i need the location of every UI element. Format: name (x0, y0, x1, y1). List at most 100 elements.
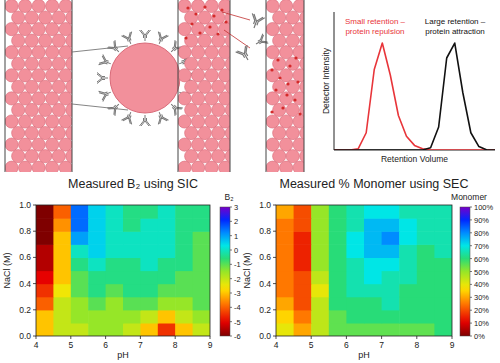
heat-cell (158, 205, 176, 219)
y-tick-label: 0.2 (19, 305, 31, 315)
heat-cell (294, 231, 312, 245)
colorbar-tick (470, 271, 472, 272)
heat-cell (364, 218, 382, 232)
bead (185, 150, 198, 163)
bead (5, 138, 18, 151)
colorbar-tick-label: -2 (234, 275, 241, 284)
heat-cell (106, 310, 124, 324)
bead (178, 92, 191, 105)
plot-area (36, 205, 210, 336)
colorbar-tick-label: 60% (474, 255, 489, 264)
bead (212, 57, 225, 70)
y-axis (334, 12, 335, 150)
y-tick-label: 0.6 (259, 252, 271, 262)
bead (225, 57, 230, 70)
heat-cell (294, 323, 312, 336)
bead (219, 0, 230, 13)
heat-cell (276, 257, 294, 271)
bead (280, 0, 293, 13)
bead (12, 103, 25, 116)
protein-dot (212, 14, 215, 17)
heat-cell (382, 271, 400, 285)
heat-cell (329, 205, 347, 219)
colorbar-tick (230, 207, 232, 208)
heat-cell (123, 218, 141, 232)
heat-cell (53, 244, 71, 258)
x-axis-label: pH (358, 350, 370, 360)
x-tick (276, 336, 277, 339)
heat-cell (346, 284, 364, 298)
antibody (122, 110, 136, 124)
heat-cell (53, 257, 71, 271)
bead (59, 0, 72, 13)
heat-cell (106, 284, 124, 298)
bead (293, 161, 304, 172)
antibody (99, 55, 113, 69)
x-tick (210, 336, 211, 339)
heat-cell (36, 244, 54, 258)
antibody-shape (248, 13, 265, 30)
bead (300, 80, 304, 93)
heat-cell (434, 323, 452, 336)
heat-cell (36, 257, 54, 271)
heat-cell (329, 297, 347, 311)
heat-cell (434, 244, 452, 258)
heat-cell (417, 205, 435, 219)
bead (212, 126, 225, 139)
heat-cell (158, 297, 176, 311)
bead (39, 150, 52, 163)
colorbar-tick-label: 90% (474, 216, 489, 225)
heat-cell (382, 284, 400, 298)
bead (293, 23, 304, 36)
bead (300, 57, 304, 70)
bead (212, 150, 225, 163)
heat-cell (294, 271, 312, 285)
heat-cell (193, 218, 210, 232)
bead (192, 92, 205, 105)
heat-cell (140, 271, 158, 285)
x-tick-label: 7 (379, 340, 384, 350)
annotation: protein repulsion (345, 27, 404, 36)
bead (59, 69, 72, 82)
heat-cell (158, 271, 176, 285)
bead (198, 34, 211, 47)
colorbar-tick (470, 219, 472, 220)
bead (5, 92, 18, 105)
bead (66, 126, 72, 139)
x-tick (140, 336, 141, 339)
antibody (99, 87, 113, 101)
bead (5, 161, 18, 172)
antibody (107, 100, 123, 116)
heat-cell (276, 244, 294, 258)
x-tick-label: 6 (103, 340, 108, 350)
bead (225, 34, 230, 47)
arrow (222, 12, 250, 20)
heat-cell (329, 257, 347, 271)
bead (219, 161, 230, 172)
heat-cell (36, 218, 54, 232)
bead (205, 46, 218, 59)
heat-cell (123, 231, 141, 245)
bead (5, 0, 18, 13)
bead (59, 23, 72, 36)
protein-dot (281, 106, 284, 109)
heat-cell (382, 218, 400, 232)
heat-cell (71, 205, 89, 219)
y-tick (33, 205, 36, 206)
y-tick (33, 257, 36, 258)
heat-cell (329, 284, 347, 298)
bead (300, 34, 304, 47)
heat-cell (364, 310, 382, 324)
heat-cell (193, 271, 210, 285)
bead (59, 46, 72, 59)
bead (198, 103, 211, 116)
bead (32, 115, 45, 128)
bead (46, 161, 59, 172)
bead (66, 150, 72, 163)
bead (66, 34, 72, 47)
y-tick (273, 205, 276, 206)
heat-cell (123, 271, 141, 285)
heat-cell (140, 310, 158, 324)
bead (178, 0, 191, 13)
bead (46, 46, 59, 59)
